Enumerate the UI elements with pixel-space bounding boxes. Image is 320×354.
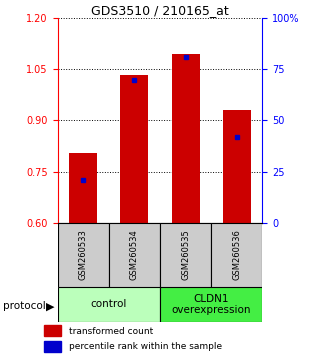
Text: protocol: protocol (3, 301, 46, 311)
Text: control: control (91, 299, 127, 309)
Text: CLDN1
overexpression: CLDN1 overexpression (172, 294, 251, 315)
Bar (160, 223, 211, 287)
Text: GSM260533: GSM260533 (79, 229, 88, 280)
Bar (172, 53, 200, 223)
Bar (69, 153, 97, 223)
Text: ▶: ▶ (46, 301, 55, 311)
Text: GSM260535: GSM260535 (181, 229, 190, 280)
Bar (160, 287, 262, 322)
Text: GSM260534: GSM260534 (130, 229, 139, 280)
Text: percentile rank within the sample: percentile rank within the sample (69, 342, 222, 352)
Bar (211, 223, 262, 287)
Bar (44, 341, 61, 353)
Bar (58, 223, 109, 287)
Bar (120, 75, 148, 223)
Text: GSM260536: GSM260536 (232, 229, 241, 280)
Bar (109, 223, 160, 287)
Bar (223, 110, 251, 223)
Text: transformed count: transformed count (69, 326, 153, 336)
Bar (44, 325, 61, 336)
Bar (58, 287, 160, 322)
Title: GDS3510 / 210165_at: GDS3510 / 210165_at (91, 4, 229, 17)
